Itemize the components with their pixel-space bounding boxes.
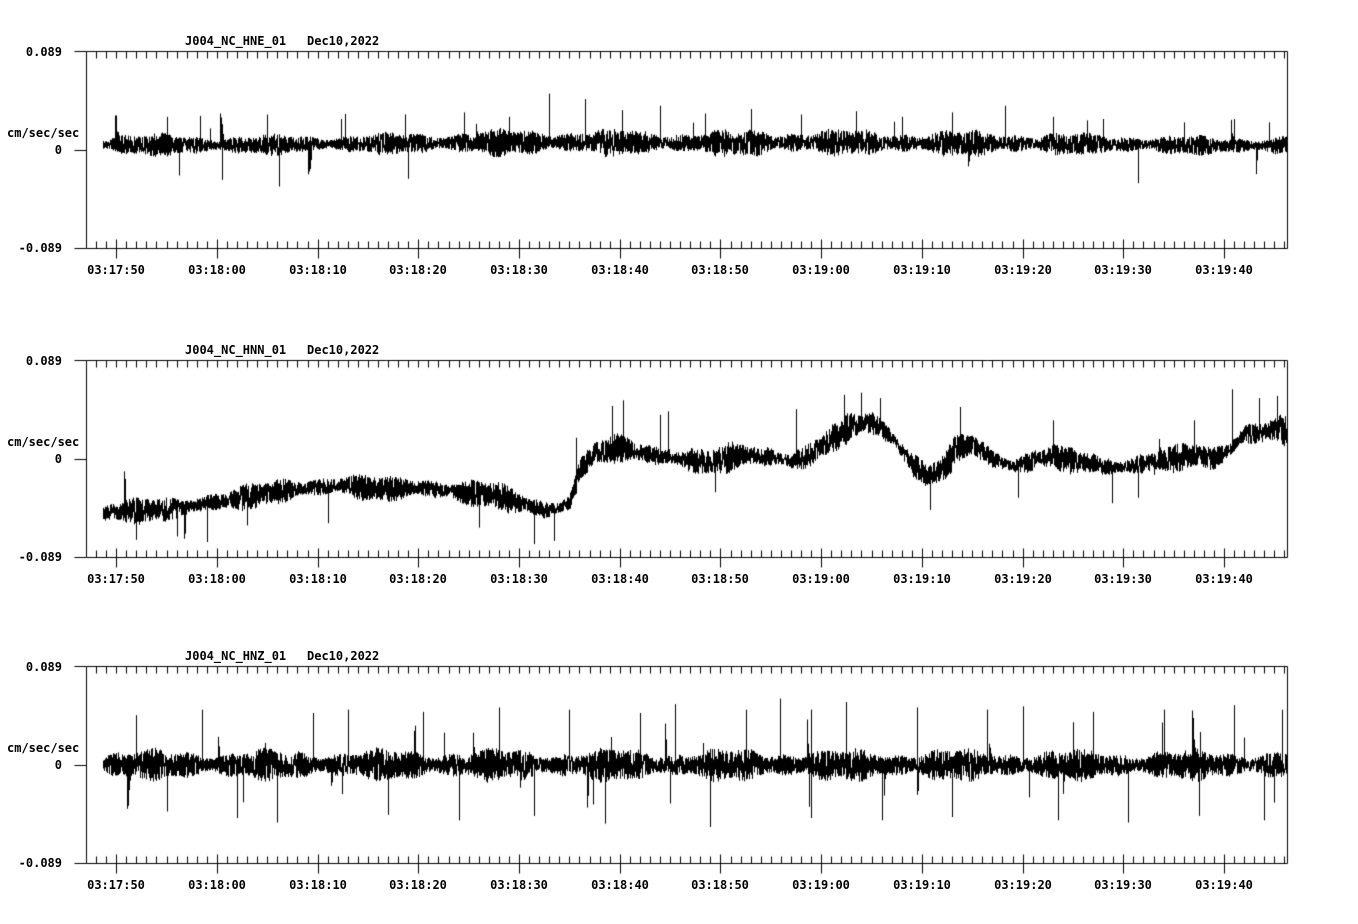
y-tick-label-zero: 0 xyxy=(54,452,62,466)
panel-title-date: Dec10,2022 xyxy=(307,649,380,663)
y-tick-label-bottom: -0.089 xyxy=(18,241,62,255)
x-tick-label: 03:19:20 xyxy=(994,263,1052,277)
x-tick-label: 03:19:20 xyxy=(994,572,1052,586)
y-tick-label-top: 0.089 xyxy=(25,45,62,59)
x-tick-label: 03:18:00 xyxy=(188,572,246,586)
x-tick-label: 03:19:30 xyxy=(1094,878,1152,892)
panel-title-date: Dec10,2022 xyxy=(307,34,380,48)
x-tick-label: 03:18:30 xyxy=(490,572,548,586)
x-tick-label: 03:18:50 xyxy=(691,263,749,277)
x-tick-label: 03:17:50 xyxy=(87,572,145,586)
x-tick-label: 03:17:50 xyxy=(87,263,145,277)
y-axis-unit-label: cm/sec/sec xyxy=(7,126,80,140)
y-tick-label-zero: 0 xyxy=(54,758,62,772)
x-tick-label: 03:18:40 xyxy=(591,572,649,586)
x-tick-label: 03:19:10 xyxy=(893,263,951,277)
x-tick-label: 03:18:40 xyxy=(591,878,649,892)
panel-title-station: J004_NC_HNZ_01 xyxy=(185,649,287,663)
x-tick-label: 03:18:30 xyxy=(490,878,548,892)
x-tick-label: 03:19:10 xyxy=(893,572,951,586)
x-tick-label: 03:18:00 xyxy=(188,263,246,277)
x-tick-label: 03:18:50 xyxy=(691,878,749,892)
panel-title-date: Dec10,2022 xyxy=(307,343,380,357)
x-tick-label: 03:19:40 xyxy=(1195,263,1253,277)
y-axis-unit-label: cm/sec/sec xyxy=(7,435,80,449)
x-tick-label: 03:18:30 xyxy=(490,263,548,277)
y-tick-label-top: 0.089 xyxy=(25,660,62,674)
x-tick-label: 03:19:00 xyxy=(792,878,850,892)
y-tick-label-zero: 0 xyxy=(54,143,62,157)
x-tick-label: 03:19:40 xyxy=(1195,878,1253,892)
x-tick-label: 03:18:00 xyxy=(188,878,246,892)
x-tick-label: 03:18:20 xyxy=(389,878,447,892)
y-tick-label-top: 0.089 xyxy=(25,354,62,368)
x-tick-label: 03:18:10 xyxy=(289,878,347,892)
x-tick-label: 03:19:30 xyxy=(1094,263,1152,277)
panel-title-station: J004_NC_HNN_01 xyxy=(185,343,287,357)
x-tick-label: 03:18:20 xyxy=(389,263,447,277)
x-tick-label: 03:18:10 xyxy=(289,572,347,586)
x-tick-label: 03:19:30 xyxy=(1094,572,1152,586)
y-axis-unit-label: cm/sec/sec xyxy=(7,741,80,755)
x-tick-label: 03:18:10 xyxy=(289,263,347,277)
x-tick-label: 03:19:00 xyxy=(792,572,850,586)
y-tick-label-bottom: -0.089 xyxy=(18,856,62,870)
x-tick-label: 03:19:40 xyxy=(1195,572,1253,586)
panel-title-station: J004_NC_HNE_01 xyxy=(185,34,287,48)
x-tick-label: 03:18:40 xyxy=(591,263,649,277)
x-tick-label: 03:18:50 xyxy=(691,572,749,586)
x-tick-label: 03:18:20 xyxy=(389,572,447,586)
x-tick-label: 03:19:20 xyxy=(994,878,1052,892)
x-tick-label: 03:19:10 xyxy=(893,878,951,892)
y-tick-label-bottom: -0.089 xyxy=(18,550,62,564)
x-tick-label: 03:17:50 xyxy=(87,878,145,892)
x-tick-label: 03:19:00 xyxy=(792,263,850,277)
